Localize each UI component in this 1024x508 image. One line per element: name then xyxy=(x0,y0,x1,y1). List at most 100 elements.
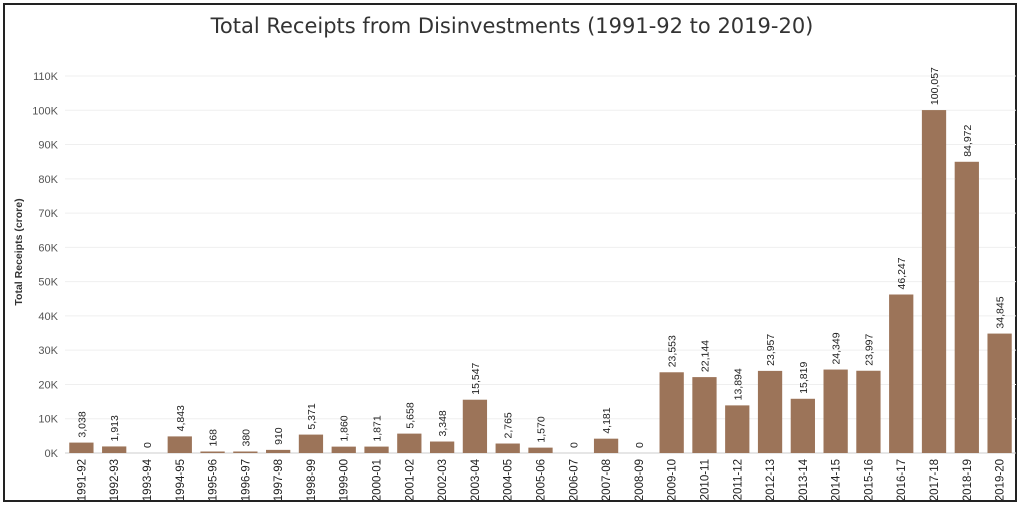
y-axis-label: Total Receipts (crore) xyxy=(13,198,25,305)
x-tick-label: 2004-05 xyxy=(503,459,515,501)
x-tick-label: 1992-93 xyxy=(109,459,121,501)
bar xyxy=(462,399,488,453)
x-tick-label: 2005-06 xyxy=(536,459,548,501)
bar xyxy=(856,370,881,453)
data-label: 15,547 xyxy=(470,362,482,394)
data-label: 380 xyxy=(240,429,252,447)
data-labels: 3,038 1,913 0 4,843 168 380 910 5,371 1,860 1,871… xyxy=(76,67,1006,448)
bar xyxy=(954,161,979,454)
y-tick-label: 80K xyxy=(38,174,58,186)
data-label: 0 xyxy=(634,442,646,448)
bar xyxy=(790,398,815,453)
x-tick-label: 2007-08 xyxy=(601,459,613,501)
y-tick-label: 50K xyxy=(38,277,58,289)
bar xyxy=(364,446,389,453)
y-tick-label: 20K xyxy=(38,379,58,391)
bar xyxy=(593,438,619,453)
x-tick-label: 2009-10 xyxy=(667,459,679,501)
x-tick-label: 1991-92 xyxy=(76,459,88,501)
x-tick-label: 2018-19 xyxy=(962,459,974,501)
chart-title: Total Receipts from Disinvestments (1991… xyxy=(210,14,814,38)
bar xyxy=(69,442,94,453)
data-label: 4,181 xyxy=(601,407,613,433)
x-tick-label: 1998-99 xyxy=(306,459,318,501)
x-axis-categories: 1991-92 1992-93 1993-94 1994-95 1995-96 1996-… xyxy=(76,458,1006,501)
x-tick-label: 2000-01 xyxy=(372,459,384,501)
y-tick-label: 100K xyxy=(32,105,58,117)
x-tick-label: 1994-95 xyxy=(175,459,187,501)
y-tick-label: 30K xyxy=(38,345,58,357)
data-label: 23,957 xyxy=(765,334,777,366)
data-label: 15,819 xyxy=(798,362,810,394)
data-label: 23,553 xyxy=(667,335,679,367)
bar xyxy=(725,405,750,453)
x-tick-label: 1997-98 xyxy=(273,459,285,501)
bar xyxy=(397,433,422,453)
data-label: 168 xyxy=(208,429,220,447)
bar xyxy=(429,441,455,453)
x-tick-label: 2019-20 xyxy=(995,459,1007,501)
x-tick-label: 1996-97 xyxy=(240,459,252,501)
bar xyxy=(823,369,848,453)
data-label: 24,349 xyxy=(831,332,843,364)
bar xyxy=(528,447,553,453)
data-label: 84,972 xyxy=(962,125,974,157)
data-label: 46,247 xyxy=(896,257,908,289)
data-label: 3,348 xyxy=(437,410,449,436)
x-tick-label: 2002-03 xyxy=(437,459,449,501)
bar xyxy=(495,443,520,453)
y-tick-label: 70K xyxy=(38,208,58,220)
bar xyxy=(266,449,291,453)
y-tick-label: 10K xyxy=(38,414,58,426)
x-tick-label: 2017-18 xyxy=(929,459,941,501)
data-label: 910 xyxy=(273,427,285,445)
x-tick-label: 2016-17 xyxy=(896,459,908,501)
x-tick-label: 1999-00 xyxy=(339,459,351,501)
bar xyxy=(298,434,324,453)
bar xyxy=(692,377,717,453)
bar xyxy=(757,370,783,453)
data-label: 1,913 xyxy=(109,415,121,441)
y-tick-label: 90K xyxy=(38,140,58,152)
x-tick-label: 2008-09 xyxy=(634,459,646,501)
data-label: 1,860 xyxy=(339,415,351,441)
x-tick-label: 2006-07 xyxy=(568,459,580,501)
data-label: 1,871 xyxy=(372,415,384,441)
data-label: 13,894 xyxy=(732,368,744,400)
bar xyxy=(921,110,947,454)
y-tick-label: 40K xyxy=(38,311,58,323)
data-label: 5,658 xyxy=(404,402,416,428)
bars xyxy=(69,110,1012,454)
bar xyxy=(102,446,127,453)
data-label: 22,144 xyxy=(699,340,711,372)
data-label: 23,997 xyxy=(863,333,875,365)
x-tick-label: 2010-11 xyxy=(699,459,711,500)
bar xyxy=(987,333,1012,453)
data-label: 3,038 xyxy=(76,411,88,437)
y-tick-label: 60K xyxy=(38,242,58,254)
bar xyxy=(167,436,192,453)
x-tick-label: 2013-14 xyxy=(798,458,810,501)
data-label: 1,570 xyxy=(536,416,548,442)
x-tick-label: 2011-12 xyxy=(732,459,744,500)
data-label: 34,845 xyxy=(995,296,1007,328)
bar xyxy=(233,451,258,453)
x-tick-label: 2012-13 xyxy=(765,459,777,501)
data-label: 0 xyxy=(568,442,580,448)
x-tick-label: 2014-15 xyxy=(831,459,843,501)
y-tick-label: 0K xyxy=(45,448,59,460)
x-tick-label: 1993-94 xyxy=(142,458,154,501)
data-label: 5,371 xyxy=(306,403,318,429)
data-label: 2,765 xyxy=(503,412,515,438)
x-tick-label: 1995-96 xyxy=(208,459,220,501)
y-axis-ticks: 0K 10K 20K 30K 40K 50K 60K 70K 80K 90K 100K 110K xyxy=(32,71,58,460)
x-tick-label: 2003-04 xyxy=(470,458,482,501)
y-tick-label: 110K xyxy=(33,71,59,83)
data-label: 100,057 xyxy=(929,67,941,105)
data-label: 0 xyxy=(142,442,154,448)
bar xyxy=(889,294,914,453)
data-label: 4,843 xyxy=(175,405,187,431)
bar xyxy=(200,451,225,453)
bar xyxy=(659,372,684,453)
bar xyxy=(331,446,356,453)
